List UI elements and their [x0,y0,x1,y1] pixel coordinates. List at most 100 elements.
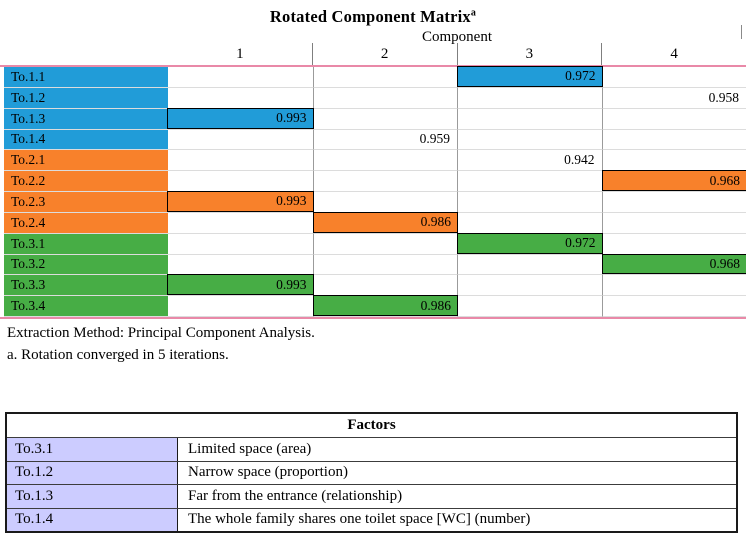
loading-value-To.1.4: 0.959 [312,129,457,151]
matrix-cell-To.3.4-comp2: 0.986 [312,295,458,317]
matrix-cell-To.3.2-comp2 [312,254,457,276]
matrix-cell-To.1.1-comp4 [601,67,746,88]
factor-description-To.1.4: The whole family shares one toilet space… [188,511,531,528]
matrix-top-rule [0,65,746,67]
matrix-bottom-rule [0,317,746,319]
matrix-cell-To.3.3-comp3 [457,275,602,297]
row-label-To.3.1: To.3.1 [4,233,168,255]
matrix-cell-To.2.1-comp2 [312,150,457,172]
matrix-title: Rotated Component Matrixa [0,7,746,27]
matrix-cell-To.1.3-comp4 [601,108,746,130]
matrix-cell-To.1.4-comp1 [168,130,313,151]
matrix-cell-To.1.3-comp3 [457,108,602,130]
factor-description-To.1.2: Narrow space (proportion) [188,464,348,481]
matrix-cell-To.2.3-comp2 [312,192,457,213]
matrix-cell-To.3.4-comp1 [168,296,313,317]
row-label-To.1.3: To.1.3 [4,108,168,130]
component-matrix: To.1.1 0.972 To.1.2 0.958 To.1.3 0.993 To.1.4 0… [4,66,746,317]
matrix-cell-To.2.1-comp4 [601,150,746,172]
matrix-cell-To.3.3-comp2 [312,275,457,297]
factor-code-To.1.4: To.1.4 [7,508,178,531]
factor-description-To.3.1: Limited space (area) [188,440,312,457]
matrix-cell-To.1.1-comp1 [168,67,313,88]
factors-table: Factors To.3.1 Limited space (area) To.1.2… [5,412,738,533]
matrix-cell-To.3.3-comp1: 0.993 [167,274,314,297]
matrix-cell-To.3.2-comp3 [457,254,602,276]
right-edge-tick [741,25,742,39]
matrix-title-text: Rotated Component Matrix [269,7,471,26]
factor-description-To.1.3: Far from the entrance (relationship) [188,487,403,504]
row-label-To.1.2: To.1.2 [4,87,168,109]
component-column-header-4: 4 [601,43,746,66]
matrix-cell-To.1.3-comp1: 0.993 [167,107,314,130]
matrix-cell-To.2.2-comp1 [168,171,313,192]
matrix-cell-To.3.1-comp4 [601,233,746,255]
component-group-header: Component [422,29,492,45]
matrix-cell-To.2.2-comp2 [312,171,457,192]
matrix-cell-To.1.1-comp3: 0.972 [457,66,603,88]
matrix-cell-To.1.1-comp2 [312,67,457,88]
matrix-cell-To.2.4-comp3 [457,212,602,234]
row-label-To.2.3: To.2.3 [4,192,168,213]
matrix-cell-To.3.2-comp1 [168,255,313,276]
matrix-cell-To.2.4-comp2: 0.986 [312,211,458,234]
factors-row-To.1.2: To.1.2 Narrow space (proportion) [7,460,736,484]
loading-bar-To.2.4: 0.986 [312,211,458,233]
matrix-cell-To.3.4-comp3 [457,296,602,317]
matrix-cell-To.1.2-comp1 [168,88,313,109]
loading-value-To.2.1: 0.942 [457,150,602,172]
factor-code-To.3.1: To.3.1 [7,438,178,461]
component-column-header-3: 3 [456,43,602,66]
loading-bar-To.3.1: 0.972 [457,232,603,254]
factors-table-body: To.3.1 Limited space (area) To.1.2 Narrow s… [7,438,736,531]
matrix-cell-To.2.4-comp1 [168,213,313,234]
matrix-cell-To.2.2-comp4: 0.968 [601,170,746,192]
matrix-cell-To.2.1-comp1 [168,150,313,172]
matrix-footnotes: Extraction Method: Principal Component A… [7,322,315,366]
matrix-cell-To.3.4-comp4 [601,296,746,317]
loading-bar-To.1.1: 0.972 [457,66,603,87]
loading-bar-To.3.4: 0.986 [312,295,458,316]
factors-row-To.1.4: To.1.4 The whole family shares one toilet… [7,507,736,531]
row-label-To.3.3: To.3.3 [4,275,168,297]
row-label-To.2.4: To.2.4 [4,212,168,234]
loading-value-To.1.2: 0.958 [601,87,746,109]
row-label-To.2.2: To.2.2 [4,171,168,192]
row-label-To.3.4: To.3.4 [4,296,168,317]
factors-row-To.3.1: To.3.1 Limited space (area) [7,438,736,461]
matrix-cell-To.3.1-comp3: 0.972 [457,232,603,255]
matrix-cell-To.2.4-comp4 [601,212,746,234]
loading-bar-To.3.2: 0.968 [601,253,746,275]
matrix-cell-To.1.4-comp4 [601,129,746,151]
loading-bar-To.1.3: 0.993 [167,107,314,129]
matrix-cell-To.3.3-comp4 [601,275,746,297]
matrix-cell-To.1.2-comp2 [312,87,457,109]
matrix-cell-To.3.2-comp4: 0.968 [601,253,746,276]
loading-bar-To.2.3: 0.993 [167,191,314,212]
component-column-header-1: 1 [236,46,244,62]
factors-row-To.1.3: To.1.3 Far from the entrance (relationshi… [7,484,736,508]
matrix-cell-To.2.3-comp1: 0.993 [167,191,314,213]
row-label-To.1.4: To.1.4 [4,129,168,151]
matrix-cell-To.3.1-comp2 [312,233,457,255]
matrix-cell-To.1.3-comp2 [312,108,457,130]
row-label-To.3.2: To.3.2 [4,254,168,276]
row-label-To.1.1: To.1.1 [4,67,168,88]
matrix-cell-To.2.3-comp3 [457,192,602,213]
loading-bar-To.2.2: 0.968 [601,170,746,191]
footnote-line-2: a. Rotation converged in 5 iterations. [7,347,229,363]
matrix-cell-To.1.2-comp3 [457,87,602,109]
matrix-title-superscript: a [470,7,477,19]
row-label-To.2.1: To.2.1 [4,150,168,172]
factor-code-To.1.3: To.1.3 [7,485,178,508]
component-column-header-2: 2 [311,43,457,66]
matrix-cell-To.3.1-comp1 [168,234,313,255]
footnote-line-1: Extraction Method: Principal Component A… [7,325,315,341]
factor-code-To.1.2: To.1.2 [7,461,178,484]
loading-bar-To.3.3: 0.993 [167,274,314,296]
matrix-cell-To.2.3-comp4 [601,192,746,213]
matrix-cell-To.1.4-comp3 [457,129,602,151]
factors-table-header: Factors [7,414,736,438]
